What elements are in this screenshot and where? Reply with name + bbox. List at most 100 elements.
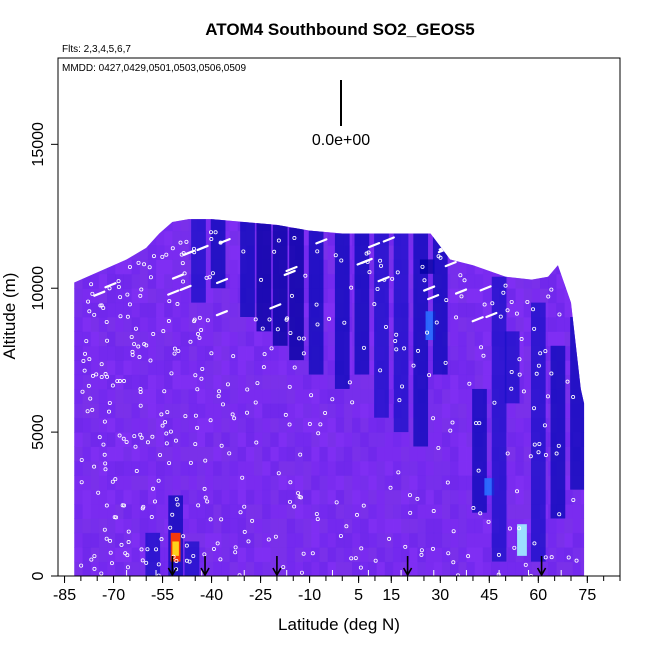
sample-marker — [170, 246, 175, 251]
field-cell — [458, 475, 467, 491]
field-cell — [294, 475, 304, 491]
field-cell — [205, 302, 214, 318]
field-cell — [262, 504, 271, 519]
field-cell — [335, 446, 345, 462]
field-cell — [196, 388, 206, 404]
sample-marker — [333, 253, 338, 258]
field-cell — [450, 288, 459, 304]
field-cell — [474, 288, 484, 304]
field-cell — [368, 317, 378, 332]
field-cell — [172, 374, 182, 390]
field-cell — [523, 388, 533, 404]
field-cell — [417, 561, 427, 576]
field-cell — [188, 331, 198, 347]
field-cell — [441, 219, 451, 232]
field-cell — [425, 245, 435, 260]
field-cell — [450, 532, 459, 548]
field-cell — [360, 547, 369, 563]
field-cell — [221, 417, 231, 433]
enhancement-cell — [550, 345, 566, 519]
field-cell — [572, 547, 582, 563]
field-cell — [303, 432, 312, 447]
field-cell — [164, 374, 173, 390]
field-cell — [196, 302, 206, 318]
sample-marker — [525, 300, 530, 305]
field-cell — [172, 475, 182, 491]
field-cell — [245, 360, 255, 376]
field-cell — [319, 245, 329, 260]
field-cell — [523, 302, 533, 318]
field-cell — [303, 446, 312, 462]
enhancement-cell — [184, 541, 200, 576]
field-cell — [180, 219, 190, 232]
sample-marker — [92, 464, 97, 469]
field-cell — [335, 532, 345, 548]
field-cell — [458, 259, 467, 275]
sample-marker — [269, 346, 274, 351]
y-tick-label: 0 — [30, 571, 47, 580]
field-cell — [123, 460, 133, 476]
sample-marker — [80, 389, 85, 394]
sample-marker — [172, 351, 177, 356]
field-cell — [123, 446, 133, 462]
field-cell — [82, 403, 92, 419]
sample-marker — [536, 450, 541, 455]
field-cell — [352, 547, 361, 563]
sample-marker — [549, 287, 554, 292]
sample-marker — [199, 376, 204, 381]
field-cell — [107, 374, 116, 390]
sample-marker — [99, 362, 104, 367]
field-cell — [147, 259, 157, 275]
field-cell — [131, 345, 141, 361]
field-cell — [278, 374, 288, 390]
field-cell — [376, 446, 386, 462]
field-cell — [490, 259, 500, 275]
field-cell — [303, 302, 312, 318]
field-cell — [139, 317, 149, 332]
y-axis-label: Altitude (m) — [0, 273, 19, 360]
field-cell — [589, 317, 598, 332]
field-cell — [82, 547, 92, 563]
field-cell — [401, 446, 410, 462]
sample-marker — [292, 236, 297, 241]
field-cell — [515, 259, 525, 275]
field-cell — [131, 460, 141, 476]
field-cell — [139, 230, 149, 246]
field-cell — [139, 417, 149, 433]
field-cell — [286, 518, 296, 534]
field-cell — [139, 489, 149, 505]
field-cell — [335, 417, 345, 433]
dates-subtitle: MMDD: 0427,0429,0501,0503,0506,0509 — [62, 63, 246, 74]
field-cell — [147, 489, 157, 505]
y-tick-label: 5000 — [30, 414, 47, 450]
sample-marker — [431, 416, 436, 421]
field-cell — [98, 518, 108, 534]
field-cell — [82, 317, 92, 332]
field-cell — [131, 331, 141, 347]
sample-marker — [383, 324, 388, 329]
field-cell — [115, 432, 124, 447]
sample-marker — [301, 336, 306, 341]
field-cell — [221, 489, 231, 505]
field-cell — [466, 331, 476, 347]
sample-marker — [121, 379, 126, 384]
sample-marker — [299, 570, 304, 575]
field-cell — [425, 547, 435, 563]
field-cell — [270, 561, 280, 576]
field-cell — [401, 489, 410, 505]
sample-marker — [394, 332, 399, 337]
enhancement-cell — [289, 227, 304, 361]
field-cell — [180, 388, 190, 404]
field-cell — [147, 374, 157, 390]
field-cell — [433, 504, 443, 519]
field-cell — [303, 219, 312, 232]
field-cell — [417, 504, 427, 519]
sample-marker — [82, 368, 87, 373]
field-cell — [580, 219, 585, 232]
field-cell — [196, 446, 206, 462]
field-cell — [303, 317, 312, 332]
sample-streak — [454, 288, 468, 295]
field-cell — [286, 532, 296, 548]
field-cell — [450, 489, 459, 505]
field-cell — [188, 489, 198, 505]
